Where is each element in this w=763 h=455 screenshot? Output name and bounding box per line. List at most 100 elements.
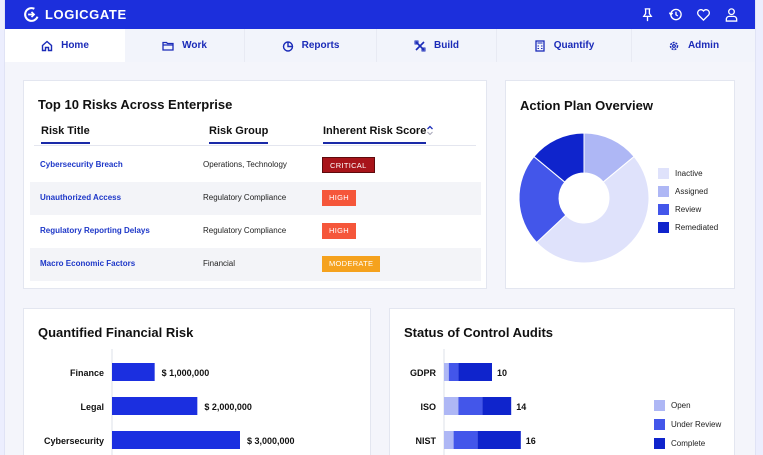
top-risks-card: Top 10 Risks Across Enterprise Risk Titl… xyxy=(23,80,487,289)
control-audits-card: Status of Control Audits GDPR 10 ISO 14 NIST… xyxy=(389,308,735,455)
pin-icon[interactable] xyxy=(640,7,655,22)
bar xyxy=(112,397,198,415)
legend-label: Assigned xyxy=(675,187,708,196)
risk-title-link[interactable]: Cybersecurity Breach xyxy=(40,160,123,169)
category-label: ISO xyxy=(420,402,436,412)
nav-tab-home[interactable]: Home xyxy=(5,29,125,62)
risk-title-link[interactable]: Macro Economic Factors xyxy=(40,259,136,268)
calculator-icon xyxy=(535,39,545,52)
risk-score-badge: MODERATE xyxy=(322,256,381,272)
data-label: $ 3,000,000 xyxy=(247,436,295,446)
legend-swatch xyxy=(654,438,665,449)
bar-segment-open xyxy=(444,431,454,449)
risk-score-badge: HIGH xyxy=(322,223,356,239)
legend-label: Complete xyxy=(671,439,706,448)
legend-item[interactable]: Assigned xyxy=(658,186,708,197)
legend-swatch xyxy=(658,222,669,233)
legend-item[interactable]: Complete xyxy=(654,438,705,449)
legend-label: Under Review xyxy=(671,420,722,429)
nav-label: Reports xyxy=(301,40,340,51)
donut-slice-review xyxy=(518,155,567,244)
legend-item[interactable]: Review xyxy=(658,204,701,215)
legend-swatch xyxy=(654,419,665,430)
financial-risk-bar-chart: Finance $ 1,000,000 Legal $ 2,000,000 Cybers… xyxy=(44,349,295,455)
column-header-inherent-risk-score[interactable]: Inherent Risk Score xyxy=(323,125,427,144)
legend-label: Remediated xyxy=(675,223,719,232)
column-header-risk-group[interactable]: Risk Group xyxy=(209,125,269,144)
category-label: GDPR xyxy=(410,368,437,378)
legend-label: Open xyxy=(671,401,691,410)
legend-swatch xyxy=(654,400,665,411)
card-title: Top 10 Risks Across Enterprise xyxy=(38,97,233,112)
table-row[interactable]: Macro Economic Factors Financial MODERAT… xyxy=(30,248,481,281)
legend-item[interactable]: Inactive xyxy=(658,168,703,179)
risk-title-link[interactable]: Unauthorized Access xyxy=(40,193,122,202)
tools-icon xyxy=(414,40,426,51)
donut-slice-remediated xyxy=(533,132,585,183)
home-icon xyxy=(41,40,53,51)
sort-icon[interactable] xyxy=(426,125,434,135)
bar-segment-complete xyxy=(477,431,521,449)
nav-tab-quantify[interactable]: Quantify xyxy=(497,29,632,62)
action-plan-donut-chart xyxy=(518,132,650,264)
financial-risk-card: Quantified Financial Risk Finance $ 1,000… xyxy=(23,308,371,455)
bar xyxy=(112,431,240,449)
action-plan-card: Action Plan Overview Inactive Assigned R… xyxy=(505,80,735,289)
nav-tab-admin[interactable]: Admin xyxy=(632,29,755,62)
bar-segment-under-review xyxy=(448,363,459,381)
bar-segment-complete xyxy=(458,363,492,381)
control-audits-bar-chart: GDPR 10 ISO 14 NIST 16 xyxy=(410,349,536,455)
user-icon[interactable] xyxy=(724,7,739,22)
legend-label: Inactive xyxy=(675,169,703,178)
legend-item[interactable]: Open xyxy=(654,400,691,411)
risk-title-link[interactable]: Regulatory Reporting Delays xyxy=(40,226,150,235)
risk-score-badge: HIGH xyxy=(322,190,356,206)
nav-label: Build xyxy=(434,40,459,51)
history-icon[interactable] xyxy=(668,7,683,22)
heart-icon[interactable] xyxy=(696,7,711,22)
risk-group: Financial xyxy=(203,259,236,268)
total-label: 16 xyxy=(526,436,536,446)
bar-segment-open xyxy=(444,397,459,415)
brand[interactable]: LOGICGATE xyxy=(23,6,127,23)
nav-label: Quantify xyxy=(553,40,595,51)
table-row[interactable]: Regulatory Reporting Delays Regulatory C… xyxy=(30,215,481,248)
total-label: 14 xyxy=(516,402,526,412)
brand-name: LOGICGATE xyxy=(45,7,127,22)
nav-label: Work xyxy=(182,40,207,51)
app-window: LOGICGATE Home xyxy=(5,0,755,455)
legend-swatch xyxy=(658,204,669,215)
legend-item[interactable]: Remediated xyxy=(658,222,718,233)
legend-swatch xyxy=(658,168,669,179)
column-header-risk-title[interactable]: Risk Title xyxy=(41,125,90,144)
nav-tab-work[interactable]: Work xyxy=(125,29,245,62)
header-divider xyxy=(34,145,476,146)
bar-segment-under-review xyxy=(453,431,478,449)
bar-segment-complete xyxy=(482,397,512,415)
risk-group: Regulatory Compliance xyxy=(203,193,287,202)
data-label: $ 2,000,000 xyxy=(204,402,252,412)
table-row[interactable]: Unauthorized Access Regulatory Complianc… xyxy=(30,182,481,215)
data-label: $ 1,000,000 xyxy=(162,368,210,378)
main-nav: Home Work Reports Build xyxy=(5,29,755,62)
card-title: Action Plan Overview xyxy=(520,98,653,113)
total-label: 10 xyxy=(497,368,507,378)
risk-group: Operations, Technology xyxy=(203,160,287,169)
nav-tab-build[interactable]: Build xyxy=(377,29,497,62)
category-label: Legal xyxy=(80,402,104,412)
logicgate-logo-icon xyxy=(24,7,39,22)
category-label: NIST xyxy=(415,436,436,446)
gear-icon xyxy=(669,41,679,50)
folder-icon xyxy=(162,41,174,51)
category-label: Finance xyxy=(70,368,104,378)
nav-tab-reports[interactable]: Reports xyxy=(245,29,377,62)
top-bar: LOGICGATE xyxy=(5,0,755,29)
legend-label: Review xyxy=(675,205,702,214)
legend-swatch xyxy=(658,186,669,197)
risk-score-badge: CRITICAL xyxy=(322,157,375,173)
donut-slice-inactive xyxy=(535,155,650,264)
table-row[interactable]: Cybersecurity Breach Operations, Technol… xyxy=(30,149,481,182)
legend-item[interactable]: Under Review xyxy=(654,419,721,430)
card-title: Status of Control Audits xyxy=(404,325,554,340)
card-title: Quantified Financial Risk xyxy=(38,325,194,340)
